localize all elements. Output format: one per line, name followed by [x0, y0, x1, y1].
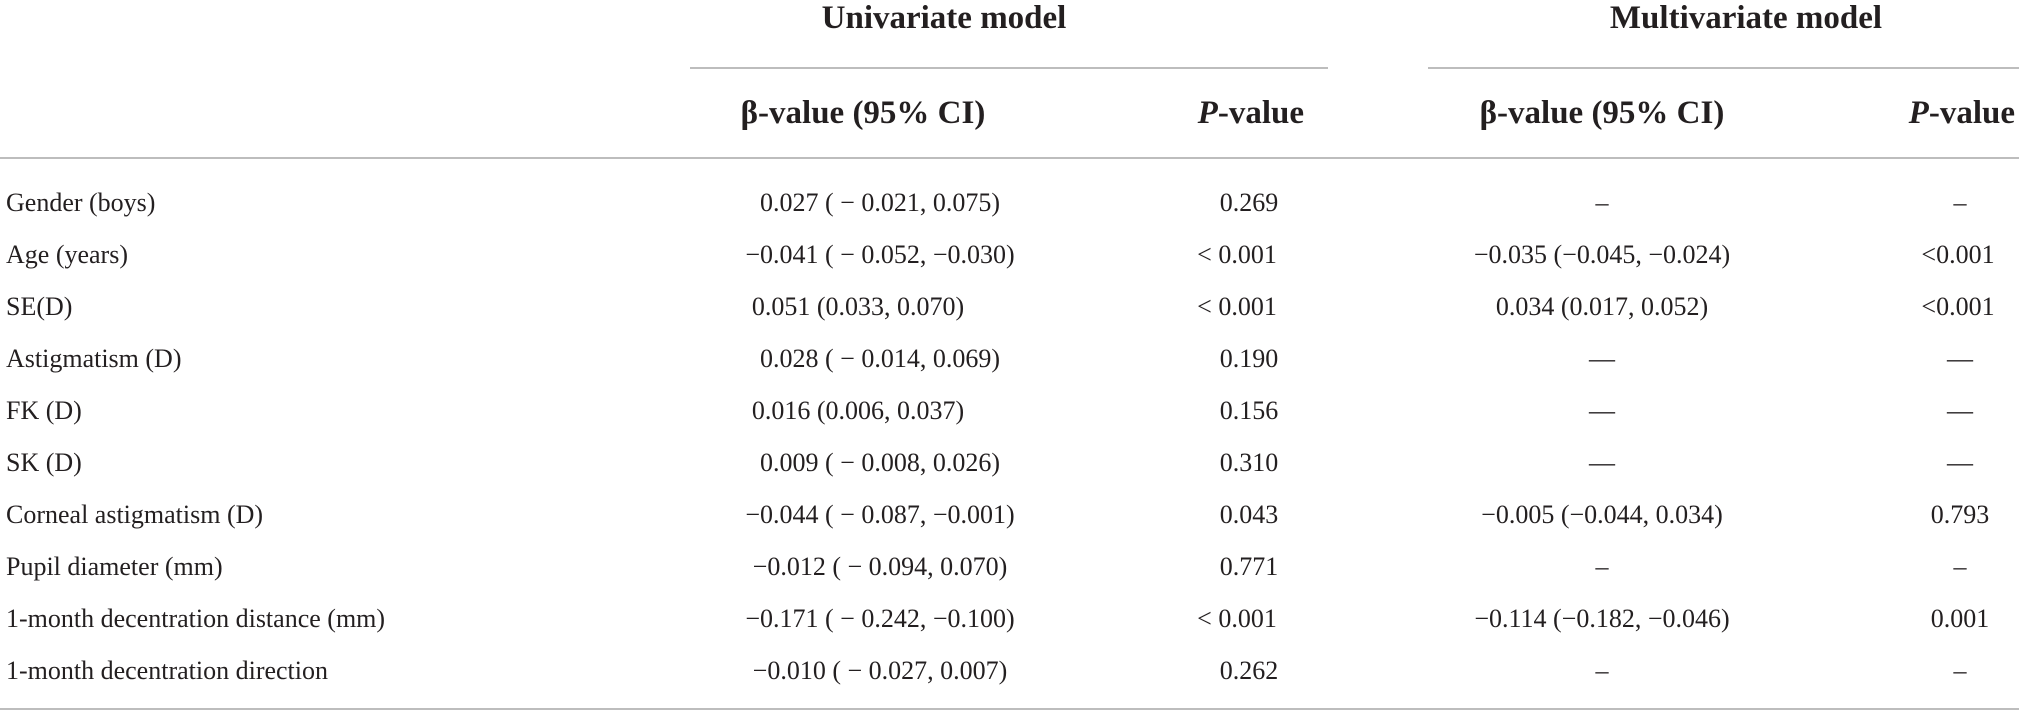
multi-p-cell: —	[1947, 344, 1973, 373]
uni-beta-cell: −0.044 ( − 0.087, −0.001)	[745, 500, 1015, 529]
row-label: Pupil diameter (mm)	[6, 552, 223, 581]
univariate-model-header: Univariate model	[821, 0, 1067, 36]
multi-p-header-rest: -value	[1928, 95, 2015, 131]
uni-p-cell: 0.043	[1219, 500, 1279, 529]
univariate-group-rule	[690, 67, 1328, 69]
multi-p-cell: –	[1953, 552, 1967, 581]
uni-p-cell: 0.156	[1219, 396, 1279, 425]
uni-beta-header: β-value (95% CI)	[740, 95, 986, 131]
uni-beta-cell: −0.171 ( − 0.242, −0.100)	[745, 604, 1015, 633]
multi-beta-header: β-value (95% CI)	[1479, 95, 1725, 131]
table-bottom-rule	[0, 708, 2019, 710]
uni-p-header: P-value	[1198, 95, 1304, 132]
uni-p-cell: < 0.001	[1197, 240, 1277, 269]
multi-beta-cell: —	[1589, 448, 1615, 477]
uni-beta-cell: −0.012 ( − 0.094, 0.070)	[752, 552, 1008, 581]
multi-p-cell: <0.001	[1921, 240, 1995, 269]
uni-beta-cell: 0.051 (0.033, 0.070)	[751, 292, 965, 321]
multi-beta-cell: —	[1589, 344, 1615, 373]
uni-beta-cell: 0.028 ( − 0.014, 0.069)	[760, 344, 1000, 373]
uni-p-cell: 0.310	[1219, 448, 1279, 477]
uni-beta-cell: 0.009 ( − 0.008, 0.026)	[760, 448, 1000, 477]
multi-beta-cell: –	[1595, 188, 1609, 217]
uni-p-header-italic: P	[1197, 95, 1218, 131]
uni-p-cell: 0.771	[1219, 552, 1279, 581]
header-rule	[0, 157, 2019, 159]
row-label: Astigmatism (D)	[6, 344, 182, 373]
uni-p-cell: < 0.001	[1197, 292, 1277, 321]
uni-beta-cell: 0.027 ( − 0.021, 0.075)	[760, 188, 1000, 217]
row-label: 1-month decentration distance (mm)	[6, 604, 386, 633]
multi-p-header: P-value	[1909, 95, 2015, 132]
multivariate-group-rule	[1428, 67, 2019, 69]
multi-beta-cell: 0.034 (0.017, 0.052)	[1495, 292, 1709, 321]
multi-beta-cell: –	[1595, 656, 1609, 685]
uni-p-header-rest: -value	[1217, 95, 1304, 131]
uni-p-cell: < 0.001	[1197, 604, 1277, 633]
row-label: Corneal astigmatism (D)	[6, 500, 264, 529]
uni-p-cell: 0.269	[1219, 188, 1279, 217]
multivariate-model-header: Multivariate model	[1609, 0, 1883, 36]
multi-p-cell: <0.001	[1921, 292, 1995, 321]
multi-beta-cell: −0.005 (−0.044, 0.034)	[1481, 500, 1723, 529]
uni-beta-cell: −0.041 ( − 0.052, −0.030)	[745, 240, 1015, 269]
uni-p-cell: 0.262	[1219, 656, 1279, 685]
multi-beta-cell: −0.114 (−0.182, −0.046)	[1474, 604, 1730, 633]
uni-p-cell: 0.190	[1219, 344, 1279, 373]
row-label: 1-month decentration direction	[6, 656, 329, 685]
row-label: SK (D)	[6, 448, 82, 477]
row-label: Age (years)	[6, 240, 128, 269]
multi-p-cell: 0.793	[1930, 500, 1990, 529]
multi-p-cell: —	[1947, 396, 1973, 425]
row-label: SE(D)	[6, 292, 73, 321]
multi-beta-cell: —	[1589, 396, 1615, 425]
uni-beta-cell: 0.016 (0.006, 0.037)	[751, 396, 965, 425]
multi-p-cell: –	[1953, 188, 1967, 217]
multi-p-cell: 0.001	[1930, 604, 1990, 633]
multi-p-cell: —	[1947, 448, 1973, 477]
row-label: Gender (boys)	[6, 188, 156, 217]
uni-beta-cell: −0.010 ( − 0.027, 0.007)	[752, 656, 1008, 685]
multi-beta-cell: –	[1595, 552, 1609, 581]
multi-beta-cell: −0.035 (−0.045, −0.024)	[1473, 240, 1731, 269]
multi-p-cell: –	[1953, 656, 1967, 685]
multi-p-header-italic: P	[1908, 95, 1929, 131]
row-label: FK (D)	[6, 396, 82, 425]
